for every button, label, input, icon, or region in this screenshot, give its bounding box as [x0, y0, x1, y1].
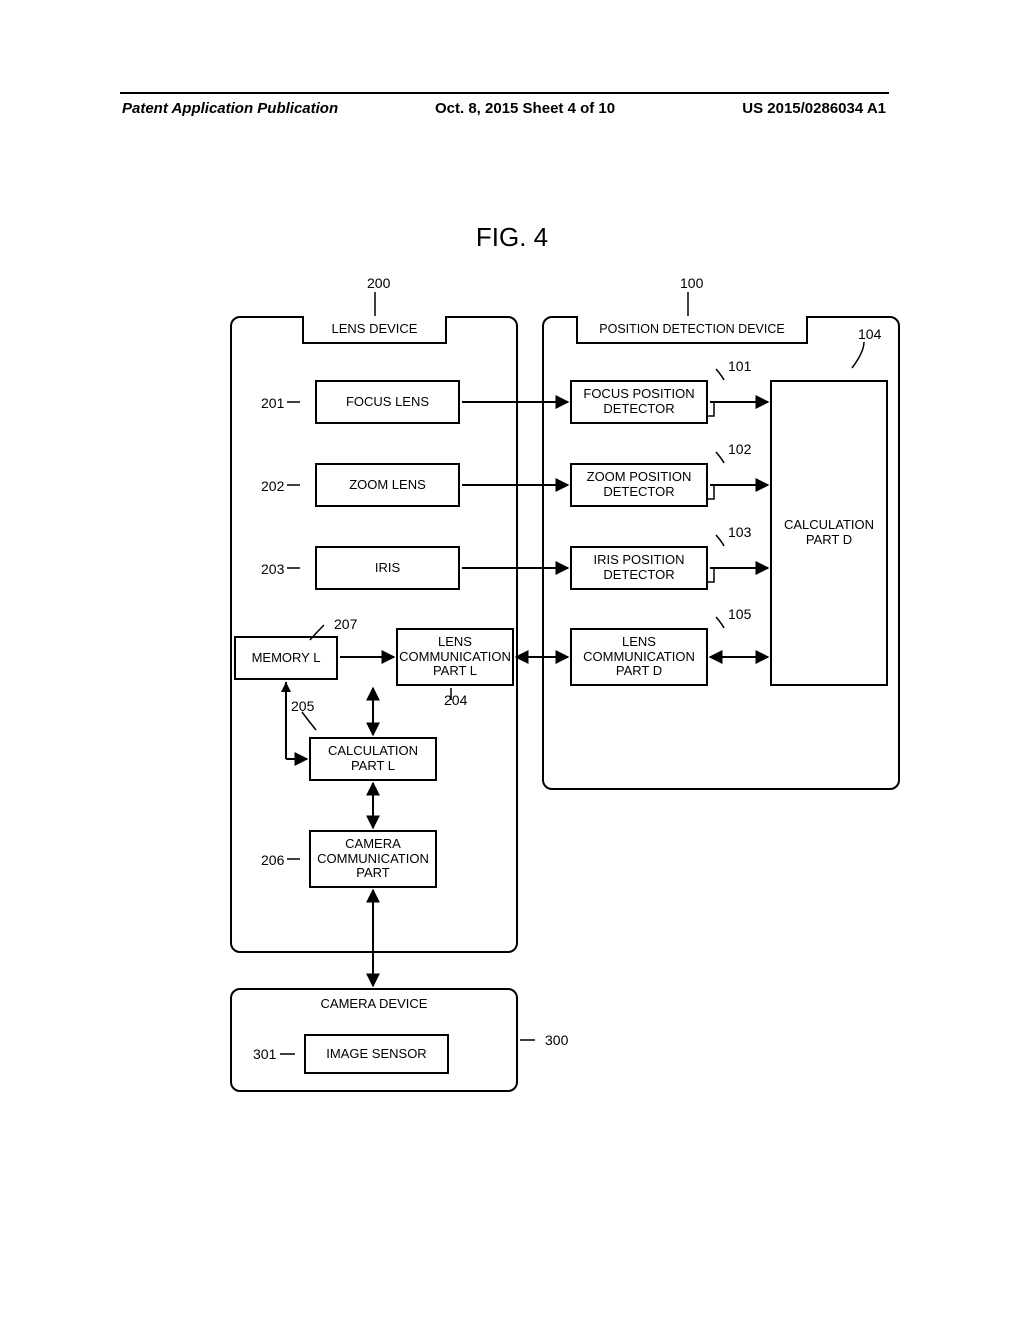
ref-200: 200 [367, 275, 390, 291]
ref-100: 100 [680, 275, 703, 291]
ref-201: 201 [261, 395, 284, 411]
header-divider [120, 92, 889, 94]
ref-204: 204 [444, 692, 467, 708]
lens-device-title: LENS DEVICE [302, 316, 447, 344]
ref-203: 203 [261, 561, 284, 577]
ref-301: 301 [253, 1046, 276, 1062]
iris-box: IRIS [315, 546, 460, 590]
ref-205: 205 [291, 698, 314, 714]
ref-104: 104 [858, 326, 881, 342]
calc-d-box: CALCULATION PART D [770, 380, 888, 686]
position-device-title: POSITION DETECTION DEVICE [576, 316, 808, 344]
ref-103: 103 [728, 524, 751, 540]
memory-l-box: MEMORY L [234, 636, 338, 680]
lens-comm-d-box: LENS COMMUNICATION PART D [570, 628, 708, 686]
ref-206: 206 [261, 852, 284, 868]
ref-202: 202 [261, 478, 284, 494]
focus-detector-box: FOCUS POSITION DETECTOR [570, 380, 708, 424]
zoom-lens-box: ZOOM LENS [315, 463, 460, 507]
image-sensor-box: IMAGE SENSOR [304, 1034, 449, 1074]
ref-207: 207 [334, 616, 357, 632]
focus-lens-box: FOCUS LENS [315, 380, 460, 424]
camera-device-title: CAMERA DEVICE [230, 996, 518, 1011]
header-center: Oct. 8, 2015 Sheet 4 of 10 [435, 100, 615, 117]
zoom-detector-box: ZOOM POSITION DETECTOR [570, 463, 708, 507]
calc-l-box: CALCULATION PART L [309, 737, 437, 781]
ref-102: 102 [728, 441, 751, 457]
ref-101: 101 [728, 358, 751, 374]
camera-comm-box: CAMERA COMMUNICATION PART [309, 830, 437, 888]
lens-comm-l-box: LENS COMMUNICATION PART L [396, 628, 514, 686]
iris-detector-box: IRIS POSITION DETECTOR [570, 546, 708, 590]
page: Patent Application Publication Oct. 8, 2… [0, 0, 1024, 1320]
header-left: Patent Application Publication [122, 100, 338, 117]
figure-title: FIG. 4 [0, 222, 1024, 253]
ref-300: 300 [545, 1032, 568, 1048]
ref-105: 105 [728, 606, 751, 622]
header-right: US 2015/0286034 A1 [742, 100, 886, 117]
